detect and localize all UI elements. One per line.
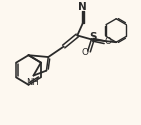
- Text: O: O: [82, 48, 89, 57]
- Text: S: S: [89, 32, 96, 42]
- Text: N: N: [79, 2, 87, 12]
- Text: NH: NH: [27, 78, 39, 87]
- Text: O: O: [104, 37, 111, 46]
